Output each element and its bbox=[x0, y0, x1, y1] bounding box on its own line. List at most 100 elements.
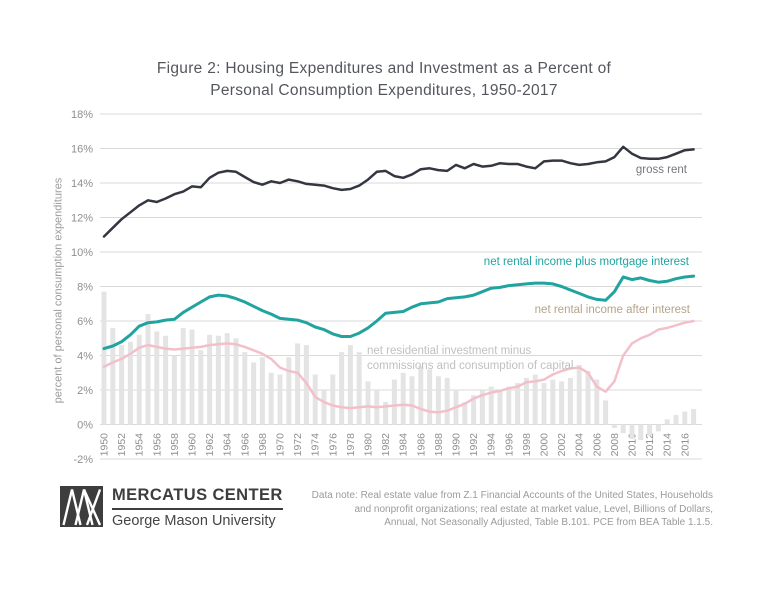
x-tick-label: 1956 bbox=[151, 433, 163, 457]
investment-bar bbox=[286, 357, 292, 425]
x-tick-label: 1996 bbox=[503, 433, 515, 457]
y-tick-label: 8% bbox=[77, 281, 93, 293]
investment-bar bbox=[550, 379, 556, 425]
investment-bar bbox=[611, 424, 617, 428]
y-tick-label: 16% bbox=[71, 143, 93, 155]
investment-bar bbox=[435, 376, 441, 425]
x-tick-label: 2008 bbox=[609, 433, 621, 457]
gross-rent-label: gross rent bbox=[635, 164, 687, 176]
x-tick-label: 1974 bbox=[310, 433, 322, 457]
y-tick-label: 18% bbox=[71, 109, 93, 121]
x-tick-label: 1982 bbox=[380, 433, 392, 457]
investment-bar bbox=[620, 424, 626, 434]
investment-bar bbox=[647, 424, 653, 436]
x-tick-label: 1952 bbox=[116, 433, 128, 457]
investment-bar bbox=[207, 334, 213, 425]
net-residential-investment-label: net residential investment minus commiss… bbox=[367, 344, 573, 374]
mercatus-logo: MERCATUS CENTER George Mason University bbox=[60, 486, 283, 529]
investment-bar bbox=[189, 329, 195, 425]
y-tick-label: 14% bbox=[71, 178, 93, 190]
investment-bar bbox=[330, 374, 336, 425]
investment-bar bbox=[136, 334, 142, 425]
investment-bar bbox=[251, 362, 257, 425]
investment-bar bbox=[506, 386, 512, 425]
investment-bar bbox=[541, 383, 547, 425]
x-tick-label: 1950 bbox=[99, 433, 111, 457]
series-line-net-rental-income-after-interest bbox=[102, 319, 695, 414]
investment-bar bbox=[383, 402, 389, 425]
investment-bar bbox=[312, 374, 318, 425]
investment-bar bbox=[154, 331, 160, 425]
x-tick-label: 1980 bbox=[363, 433, 375, 457]
y-tick-label: -2% bbox=[73, 454, 93, 466]
y-tick-label: 6% bbox=[77, 316, 93, 328]
x-tick-label: 1972 bbox=[292, 433, 304, 457]
investment-bar bbox=[471, 395, 477, 425]
investment-bar bbox=[268, 372, 274, 425]
mercatus-logo-name: MERCATUS CENTER bbox=[112, 486, 283, 510]
investment-bar bbox=[365, 381, 371, 425]
x-tick-label: 1988 bbox=[433, 433, 445, 457]
investment-bar bbox=[664, 419, 670, 425]
data-note: Data note: Real estate value from Z.1 Fi… bbox=[293, 489, 713, 530]
data-note-line3: Annual, Not Seasonally Adjusted, Table B… bbox=[384, 517, 713, 528]
investment-bar bbox=[479, 390, 485, 425]
investment-bar bbox=[673, 415, 679, 425]
investment-bar bbox=[321, 390, 327, 425]
investment-bar bbox=[101, 291, 107, 425]
investment-bar bbox=[233, 338, 239, 425]
investment-bar bbox=[356, 352, 362, 425]
y-axis-title: percent of personal consumption expendit… bbox=[52, 177, 65, 404]
series-line-net-rental-income-plus-mortgage-interest bbox=[102, 274, 696, 351]
investment-bar bbox=[145, 314, 151, 425]
investment-bar bbox=[400, 372, 406, 425]
mercatus-logo-subname: George Mason University bbox=[112, 513, 276, 529]
investment-bar bbox=[576, 365, 582, 425]
investment-bar bbox=[277, 374, 283, 425]
chart-title-line2: Personal Consumption Expenditures, 1950-… bbox=[210, 82, 558, 99]
chart-title: Figure 2: Housing Expenditures and Inves… bbox=[0, 58, 768, 102]
investment-bar bbox=[497, 390, 503, 425]
x-tick-label: 1962 bbox=[204, 433, 216, 457]
x-tick-label: 1990 bbox=[451, 433, 463, 457]
y-tick-label: 10% bbox=[71, 247, 93, 259]
x-tick-label: 1968 bbox=[257, 433, 269, 457]
data-note-line1: Data note: Real estate value from Z.1 Fi… bbox=[311, 490, 713, 501]
investment-bar bbox=[532, 374, 538, 425]
y-tick-label: 0% bbox=[77, 419, 93, 431]
investment-bar bbox=[655, 424, 661, 432]
investment-bar bbox=[594, 379, 600, 425]
x-tick-label: 1992 bbox=[468, 433, 480, 457]
x-tick-label: 1958 bbox=[169, 433, 181, 457]
x-tick-label: 1998 bbox=[521, 433, 533, 457]
investment-bar bbox=[163, 335, 169, 425]
x-tick-label: 2014 bbox=[662, 433, 674, 457]
x-tick-label: 1964 bbox=[222, 433, 234, 457]
x-tick-label: 1966 bbox=[239, 433, 251, 457]
x-tick-label: 2004 bbox=[574, 433, 586, 457]
investment-bar bbox=[110, 327, 116, 425]
investment-bar bbox=[418, 365, 424, 425]
y-tick-label: 2% bbox=[77, 385, 93, 397]
investment-bar bbox=[462, 402, 468, 425]
investment-bar bbox=[603, 400, 609, 425]
investment-bar bbox=[515, 383, 521, 425]
investment-bar bbox=[171, 355, 177, 425]
investment-bar bbox=[638, 424, 644, 440]
investment-bar bbox=[119, 345, 125, 425]
x-tick-label: 2010 bbox=[627, 433, 639, 457]
investment-bar bbox=[391, 379, 397, 425]
net-rental-after-interest-label: net rental income after interest bbox=[534, 304, 690, 316]
investment-bar bbox=[198, 350, 204, 425]
investment-bar bbox=[180, 327, 186, 425]
investment-bar bbox=[523, 377, 529, 425]
mercatus-logo-text: MERCATUS CENTER George Mason University bbox=[112, 486, 283, 529]
investment-bar bbox=[629, 424, 635, 439]
x-tick-label: 1970 bbox=[275, 433, 287, 457]
x-tick-label: 1954 bbox=[134, 433, 146, 457]
investment-bar bbox=[127, 341, 133, 425]
x-tick-label: 1960 bbox=[187, 433, 199, 457]
investment-bar bbox=[567, 377, 573, 425]
